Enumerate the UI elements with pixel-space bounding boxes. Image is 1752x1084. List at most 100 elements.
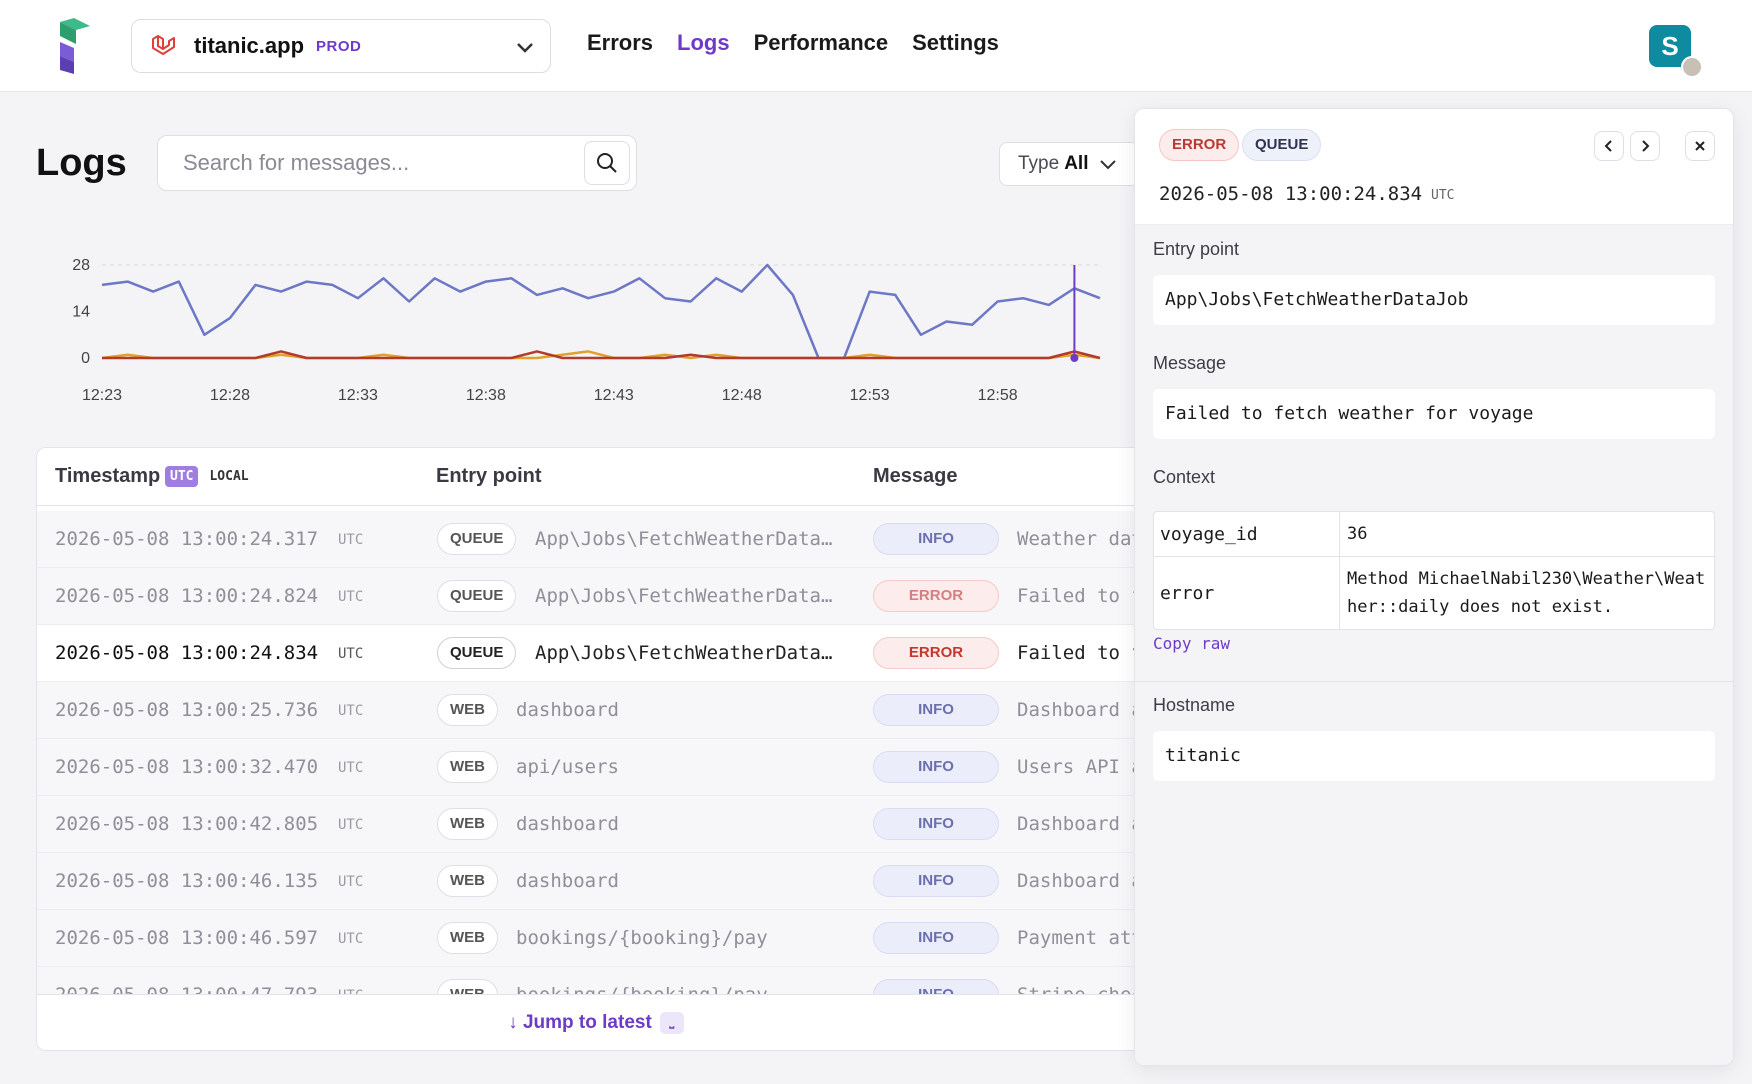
context-row: voyage_id 36 <box>1154 512 1714 557</box>
row-kind-badge: WEB <box>437 922 498 954</box>
logs-chart[interactable]: 0 14 28 12:23 12:28 12:33 12:38 12:43 12:48 12:53… <box>60 245 1140 410</box>
table-row[interactable]: 2026-05-08 13:00:42.805 UTC WEB dashboard IN… <box>37 796 1155 853</box>
jump-to-latest-button[interactable]: ↓ Jump to latest ⎵ <box>37 994 1155 1050</box>
row-entry-point: dashboard <box>516 699 619 721</box>
table-row[interactable]: 2026-05-08 13:00:47.793 UTC WEB bookings/{b… <box>37 967 1155 995</box>
detail-header: ERROR QUEUE 2026-05-08 13:00:24.834 UTC <box>1135 109 1733 225</box>
search-icon <box>597 153 617 173</box>
context-value: Method MichaelNabil230\Weather\Weather::… <box>1347 569 1706 617</box>
y-tick-label: 28 <box>72 257 90 274</box>
context-key: voyage_id <box>1154 512 1340 556</box>
row-timestamp: 2026-05-08 13:00:42.805 <box>55 813 319 835</box>
x-tick-label: 12:38 <box>466 387 506 404</box>
search-input[interactable] <box>159 137 579 189</box>
log-detail-panel: ERROR QUEUE 2026-05-08 13:00:24.834 UTC … <box>1134 108 1734 1066</box>
previous-log-button[interactable] <box>1594 131 1624 161</box>
logo-icon[interactable] <box>56 18 96 74</box>
row-entry-point: bookings/{booking}/pay <box>516 927 768 949</box>
avatar[interactable]: S <box>1649 25 1691 67</box>
main-nav: Errors Logs Performance Settings <box>587 30 999 56</box>
header-message: Message <box>873 465 958 487</box>
table-row[interactable]: 2026-05-08 13:00:32.470 UTC WEB api/users IN… <box>37 739 1155 796</box>
close-panel-button[interactable] <box>1685 131 1715 161</box>
nav-errors[interactable]: Errors <box>587 30 654 55</box>
row-level-badge: INFO <box>873 865 999 897</box>
row-kind-badge: WEB <box>437 808 498 840</box>
row-kind-badge: QUEUE <box>437 580 517 612</box>
x-tick-label: 12:33 <box>338 387 378 404</box>
row-message: Payment att <box>1017 927 1143 949</box>
copy-raw-link[interactable]: Copy raw <box>1153 634 1231 653</box>
row-message: Dashboard a <box>1017 699 1143 721</box>
row-entry-point: App\Jobs\FetchWeatherData… <box>535 528 833 550</box>
row-timestamp: 2026-05-08 13:00:25.736 <box>55 699 319 721</box>
next-log-button[interactable] <box>1630 131 1660 161</box>
jump-to-latest-label: ↓ Jump to latest <box>508 1011 652 1033</box>
chevron-down-icon <box>1100 160 1117 170</box>
detail-body: Entry point App\Jobs\FetchWeatherDataJob… <box>1135 225 1733 1065</box>
row-timezone: UTC <box>338 589 364 605</box>
row-entry-point: App\Jobs\FetchWeatherData… <box>535 642 833 664</box>
type-filter-label: Type <box>1018 153 1060 174</box>
y-tick-label: 14 <box>72 304 90 321</box>
page-title: Logs <box>36 142 127 184</box>
table-row[interactable]: 2026-05-08 13:00:46.135 UTC WEB dashboard IN… <box>37 853 1155 910</box>
row-message: Failed to f <box>1017 585 1143 607</box>
selection-marker-dot <box>1070 354 1079 362</box>
row-timezone: UTC <box>338 988 363 995</box>
header-timestamp: Timestamp <box>55 465 161 487</box>
env-badge: PROD <box>316 37 362 55</box>
row-level-badge: ERROR <box>873 580 999 612</box>
search-button[interactable] <box>584 141 630 185</box>
table-row[interactable]: 2026-05-08 13:00:24.317 UTC QUEUE App\Jobs\… <box>37 511 1155 568</box>
row-message: Dashboard a <box>1017 813 1143 835</box>
chevron-left-icon <box>1604 140 1612 152</box>
row-entry-point: dashboard <box>516 813 619 835</box>
row-message: Weather data <box>1017 528 1155 550</box>
x-tick-label: 12:48 <box>722 387 762 404</box>
tz-utc-toggle[interactable]: UTC <box>165 466 199 487</box>
avatar-badge <box>1681 56 1703 78</box>
row-entry-point: App\Jobs\FetchWeatherData… <box>535 585 833 607</box>
nav-logs[interactable]: Logs <box>677 30 730 55</box>
app-selector[interactable]: titanic.app PROD <box>131 19 551 73</box>
divider <box>1135 681 1733 682</box>
table-row[interactable]: 2026-05-08 13:00:24.834 UTC QUEUE App\Jobs\… <box>37 625 1155 682</box>
message-label: Message <box>1153 353 1227 373</box>
row-timestamp: 2026-05-08 13:00:24.834 <box>55 642 319 664</box>
row-message: Dashboard a <box>1017 870 1143 892</box>
row-message: Failed to f <box>1017 642 1143 664</box>
row-kind-badge: WEB <box>437 751 498 783</box>
x-tick-label: 12:43 <box>594 387 634 404</box>
laravel-icon <box>152 35 175 55</box>
detail-timestamp: 2026-05-08 13:00:24.834 <box>1159 183 1423 205</box>
table-row[interactable]: 2026-05-08 13:00:25.736 UTC WEB dashboard IN… <box>37 682 1155 739</box>
series-line-0 <box>101 263 1101 360</box>
type-filter[interactable]: Type All <box>999 142 1139 186</box>
context-row: error Method MichaelNabil230\Weather\Wea… <box>1154 557 1714 629</box>
row-message: Users API a <box>1017 756 1143 778</box>
nav-performance[interactable]: Performance <box>753 30 889 55</box>
table-row[interactable]: 2026-05-08 13:00:46.597 UTC WEB bookings/{b… <box>37 910 1155 967</box>
row-timezone: UTC <box>338 817 364 833</box>
row-kind-badge: WEB <box>437 979 498 995</box>
table-header: Timestamp UTC LOCAL Entry point Message <box>37 448 1155 506</box>
table-row[interactable]: 2026-05-08 13:00:24.824 UTC QUEUE App\Jobs\… <box>37 568 1155 625</box>
row-level-badge: INFO <box>873 523 999 555</box>
x-tick-label: 12:53 <box>850 387 890 404</box>
row-timestamp: 2026-05-08 13:00:46.597 <box>55 927 319 949</box>
row-level-badge: ERROR <box>873 637 999 669</box>
message-value: Failed to fetch weather for voyage <box>1153 389 1715 439</box>
row-timezone: UTC <box>338 703 364 719</box>
row-timezone: UTC <box>338 931 364 947</box>
y-tick-label: 0 <box>81 350 90 367</box>
table-body: 2026-05-08 13:00:24.317 UTC QUEUE App\Jobs\… <box>37 511 1155 995</box>
tz-local-toggle[interactable]: LOCAL <box>209 469 249 484</box>
nav-settings[interactable]: Settings <box>912 30 999 55</box>
row-timestamp: 2026-05-08 13:00:47.793 <box>55 984 319 995</box>
detail-level-badge: ERROR <box>1159 129 1240 161</box>
row-kind-badge: QUEUE <box>437 637 517 669</box>
row-timezone: UTC <box>338 874 364 890</box>
logs-table: Timestamp UTC LOCAL Entry point Message … <box>36 447 1156 1051</box>
space-key-hint: ⎵ <box>659 1011 684 1034</box>
